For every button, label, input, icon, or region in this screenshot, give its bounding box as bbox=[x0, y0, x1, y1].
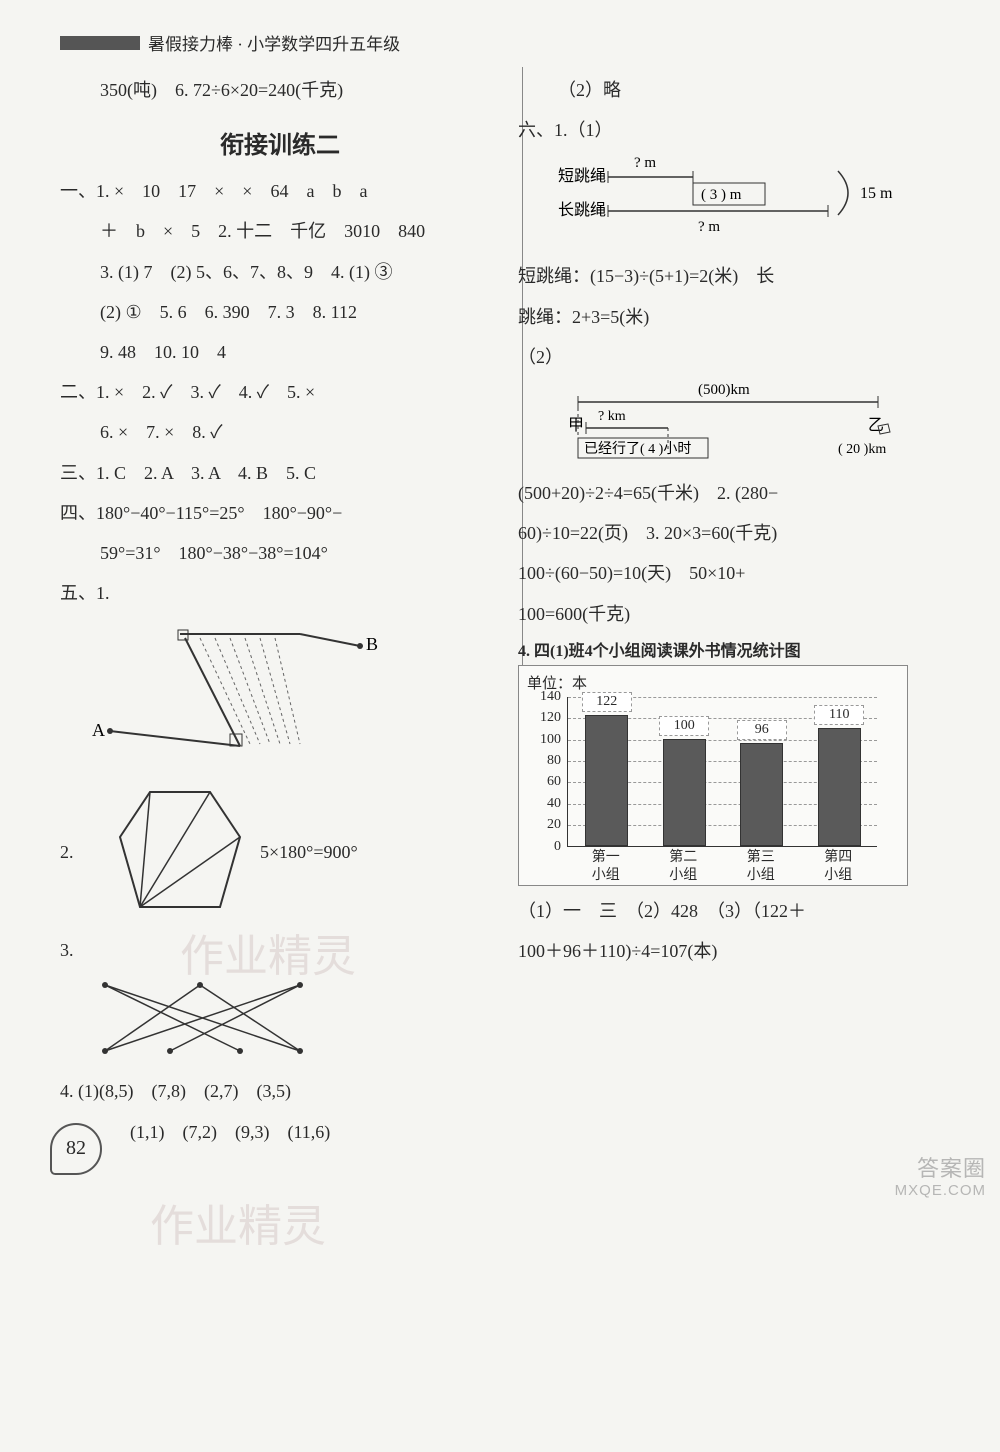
bar-xlabel: 第三小组 bbox=[731, 849, 791, 885]
q5-label3: 3. bbox=[60, 933, 500, 967]
svg-text:(500)km: (500)km bbox=[698, 382, 750, 398]
svg-text:? m: ? m bbox=[634, 155, 656, 171]
svg-text:? km: ? km bbox=[598, 409, 626, 424]
svg-text:? m: ? m bbox=[698, 219, 720, 235]
q1-l5: 9. 48 10. 10 4 bbox=[60, 335, 500, 369]
bar-xlabel: 第二小组 bbox=[653, 849, 713, 885]
q6-l6: 100÷(60−50)=10(天) 50×10+ bbox=[518, 556, 958, 590]
q2-l1: 二、1. × 2. ✓ 3. ✓ 4. ✓ 5. × bbox=[60, 375, 500, 409]
header-bar bbox=[60, 36, 140, 50]
q5-row2: 2. 5×180°=900° bbox=[60, 777, 500, 927]
q3: 三、1. C 2. A 3. A 4. B 5. C bbox=[60, 456, 500, 490]
bar-value-label: 100 bbox=[659, 716, 709, 736]
bar-rect bbox=[818, 728, 861, 846]
bar-value-label: 110 bbox=[814, 705, 864, 725]
header-title: 暑假接力棒 · 小学数学四升五年级 bbox=[148, 30, 400, 55]
svg-text:长跳绳: 长跳绳 bbox=[558, 201, 606, 219]
q5-eq2: 5×180°=900° bbox=[260, 835, 358, 869]
bar-xlabel: 第一小组 bbox=[576, 849, 636, 885]
svg-text:甲: 甲 bbox=[568, 417, 584, 434]
q5-fig1: B A bbox=[90, 616, 500, 771]
left-column: 350(吨) 6. 72÷6×20=240(千克) 衔接训练二 一、1. × 1… bbox=[60, 67, 500, 1155]
q4-l1: 四、180°−40°−115°=25° 180°−90°− bbox=[60, 496, 500, 530]
svg-text:已经行了( 4 )小时: 已经行了( 4 )小时 bbox=[584, 441, 691, 457]
q6-l5: 60)÷10=22(页) 3. 20×3=60(千克) bbox=[518, 516, 958, 550]
q1-l1: 一、1. × 10 17 × × 64 a b a bbox=[60, 174, 500, 208]
bar-xlabel: 第四小组 bbox=[808, 849, 868, 885]
q6-fig1: 短跳绳 ? m 长跳绳 ( 3 ) m ? m 15 m bbox=[538, 153, 958, 253]
bar-rect bbox=[585, 715, 628, 846]
q6-fig2: (500)km 甲 ? km 乙 已经行了( 4 )小时 ( 20 )km bbox=[538, 380, 958, 470]
bar-rect bbox=[740, 743, 783, 846]
right-column: （2）略 六、1.（1） 短跳绳 ? m 长跳绳 ( 3 ) m ? m bbox=[518, 67, 958, 1155]
q6-l2: 跳绳：2+3=5(米) bbox=[518, 300, 958, 334]
bar-ylabel: 80 bbox=[527, 753, 561, 769]
chart-title: 4. 四(1)班4个小组阅读课外书情况统计图 bbox=[518, 637, 958, 661]
bar-ylabel: 100 bbox=[527, 732, 561, 748]
bar-ylabel: 140 bbox=[527, 689, 561, 705]
bar-chart: 12210096110 020406080100120140第一小组第二小组第三… bbox=[527, 697, 887, 877]
watermark-2: 作业精灵 bbox=[150, 1190, 326, 1254]
pt-a: A bbox=[92, 720, 105, 740]
q6-l3: （2） bbox=[518, 340, 958, 374]
bar-ylabel: 20 bbox=[527, 817, 561, 833]
svg-text:15 m: 15 m bbox=[860, 185, 893, 202]
bar-ylabel: 0 bbox=[527, 839, 561, 855]
chart-wrap: 单位：本 12210096110 020406080100120140第一小组第… bbox=[518, 665, 908, 886]
q5-label4: 4. (1)(8,5) (7,8) (2,7) (3,5) bbox=[60, 1074, 500, 1108]
r-l0: （2）略 bbox=[518, 73, 958, 107]
bar-ylabel: 40 bbox=[527, 796, 561, 812]
q5-fig2 bbox=[90, 777, 260, 927]
watermark-br: 答案圈 MXQE.COM bbox=[895, 1156, 986, 1199]
q5-label2: 2. bbox=[60, 835, 90, 869]
q4-ans1: （1）一 三 （2）428 （3）（122＋ bbox=[518, 894, 958, 928]
q1-l2: ＋ b × 5 2. 十二 千亿 3010 840 bbox=[60, 214, 500, 248]
section-title: 衔接训练二 bbox=[60, 125, 500, 160]
bar-value-label: 96 bbox=[737, 720, 787, 740]
q5-l4b: (1,1) (7,2) (9,3) (11,6) bbox=[60, 1115, 500, 1149]
bar-rect bbox=[663, 739, 706, 846]
bar-ylabel: 60 bbox=[527, 774, 561, 790]
left-top: 350(吨) 6. 72÷6×20=240(千克) bbox=[60, 73, 500, 107]
svg-text:( 20 )km: ( 20 )km bbox=[838, 442, 886, 457]
q6-l1: 短跳绳：(15−3)÷(5+1)=2(米) 长 bbox=[518, 259, 958, 293]
chart-unit: 单位：本 bbox=[527, 672, 899, 693]
q1-l4: (2) ① 5. 6 6. 390 7. 3 8. 112 bbox=[60, 295, 500, 329]
q5-label1: 五、1. bbox=[60, 576, 500, 610]
bar-ylabel: 120 bbox=[527, 710, 561, 726]
q4-l2: 59°=31° 180°−38°−38°=104° bbox=[60, 536, 500, 570]
svg-text:( 3 ) m: ( 3 ) m bbox=[701, 187, 742, 203]
q6-l7: 100=600(千克) bbox=[518, 597, 958, 631]
q2-l2: 6. × 7. × 8. ✓ bbox=[60, 415, 500, 449]
q4-ans2: 100＋96＋110)÷4=107(本) bbox=[518, 934, 958, 968]
q5-fig3 bbox=[90, 973, 500, 1068]
svg-text:短跳绳: 短跳绳 bbox=[558, 167, 606, 185]
q6-label: 六、1.（1） bbox=[518, 113, 958, 147]
page-header: 暑假接力棒 · 小学数学四升五年级 bbox=[60, 30, 960, 55]
page-number: 82 bbox=[50, 1123, 102, 1175]
bar-value-label: 122 bbox=[582, 692, 632, 712]
pt-b: B bbox=[366, 634, 378, 654]
q6-l4: (500+20)÷2÷4=65(千米) 2. (280− bbox=[518, 476, 958, 510]
q1-l3: 3. (1) 7 (2) 5、6、7、8、9 4. (1) ③ bbox=[60, 255, 500, 289]
